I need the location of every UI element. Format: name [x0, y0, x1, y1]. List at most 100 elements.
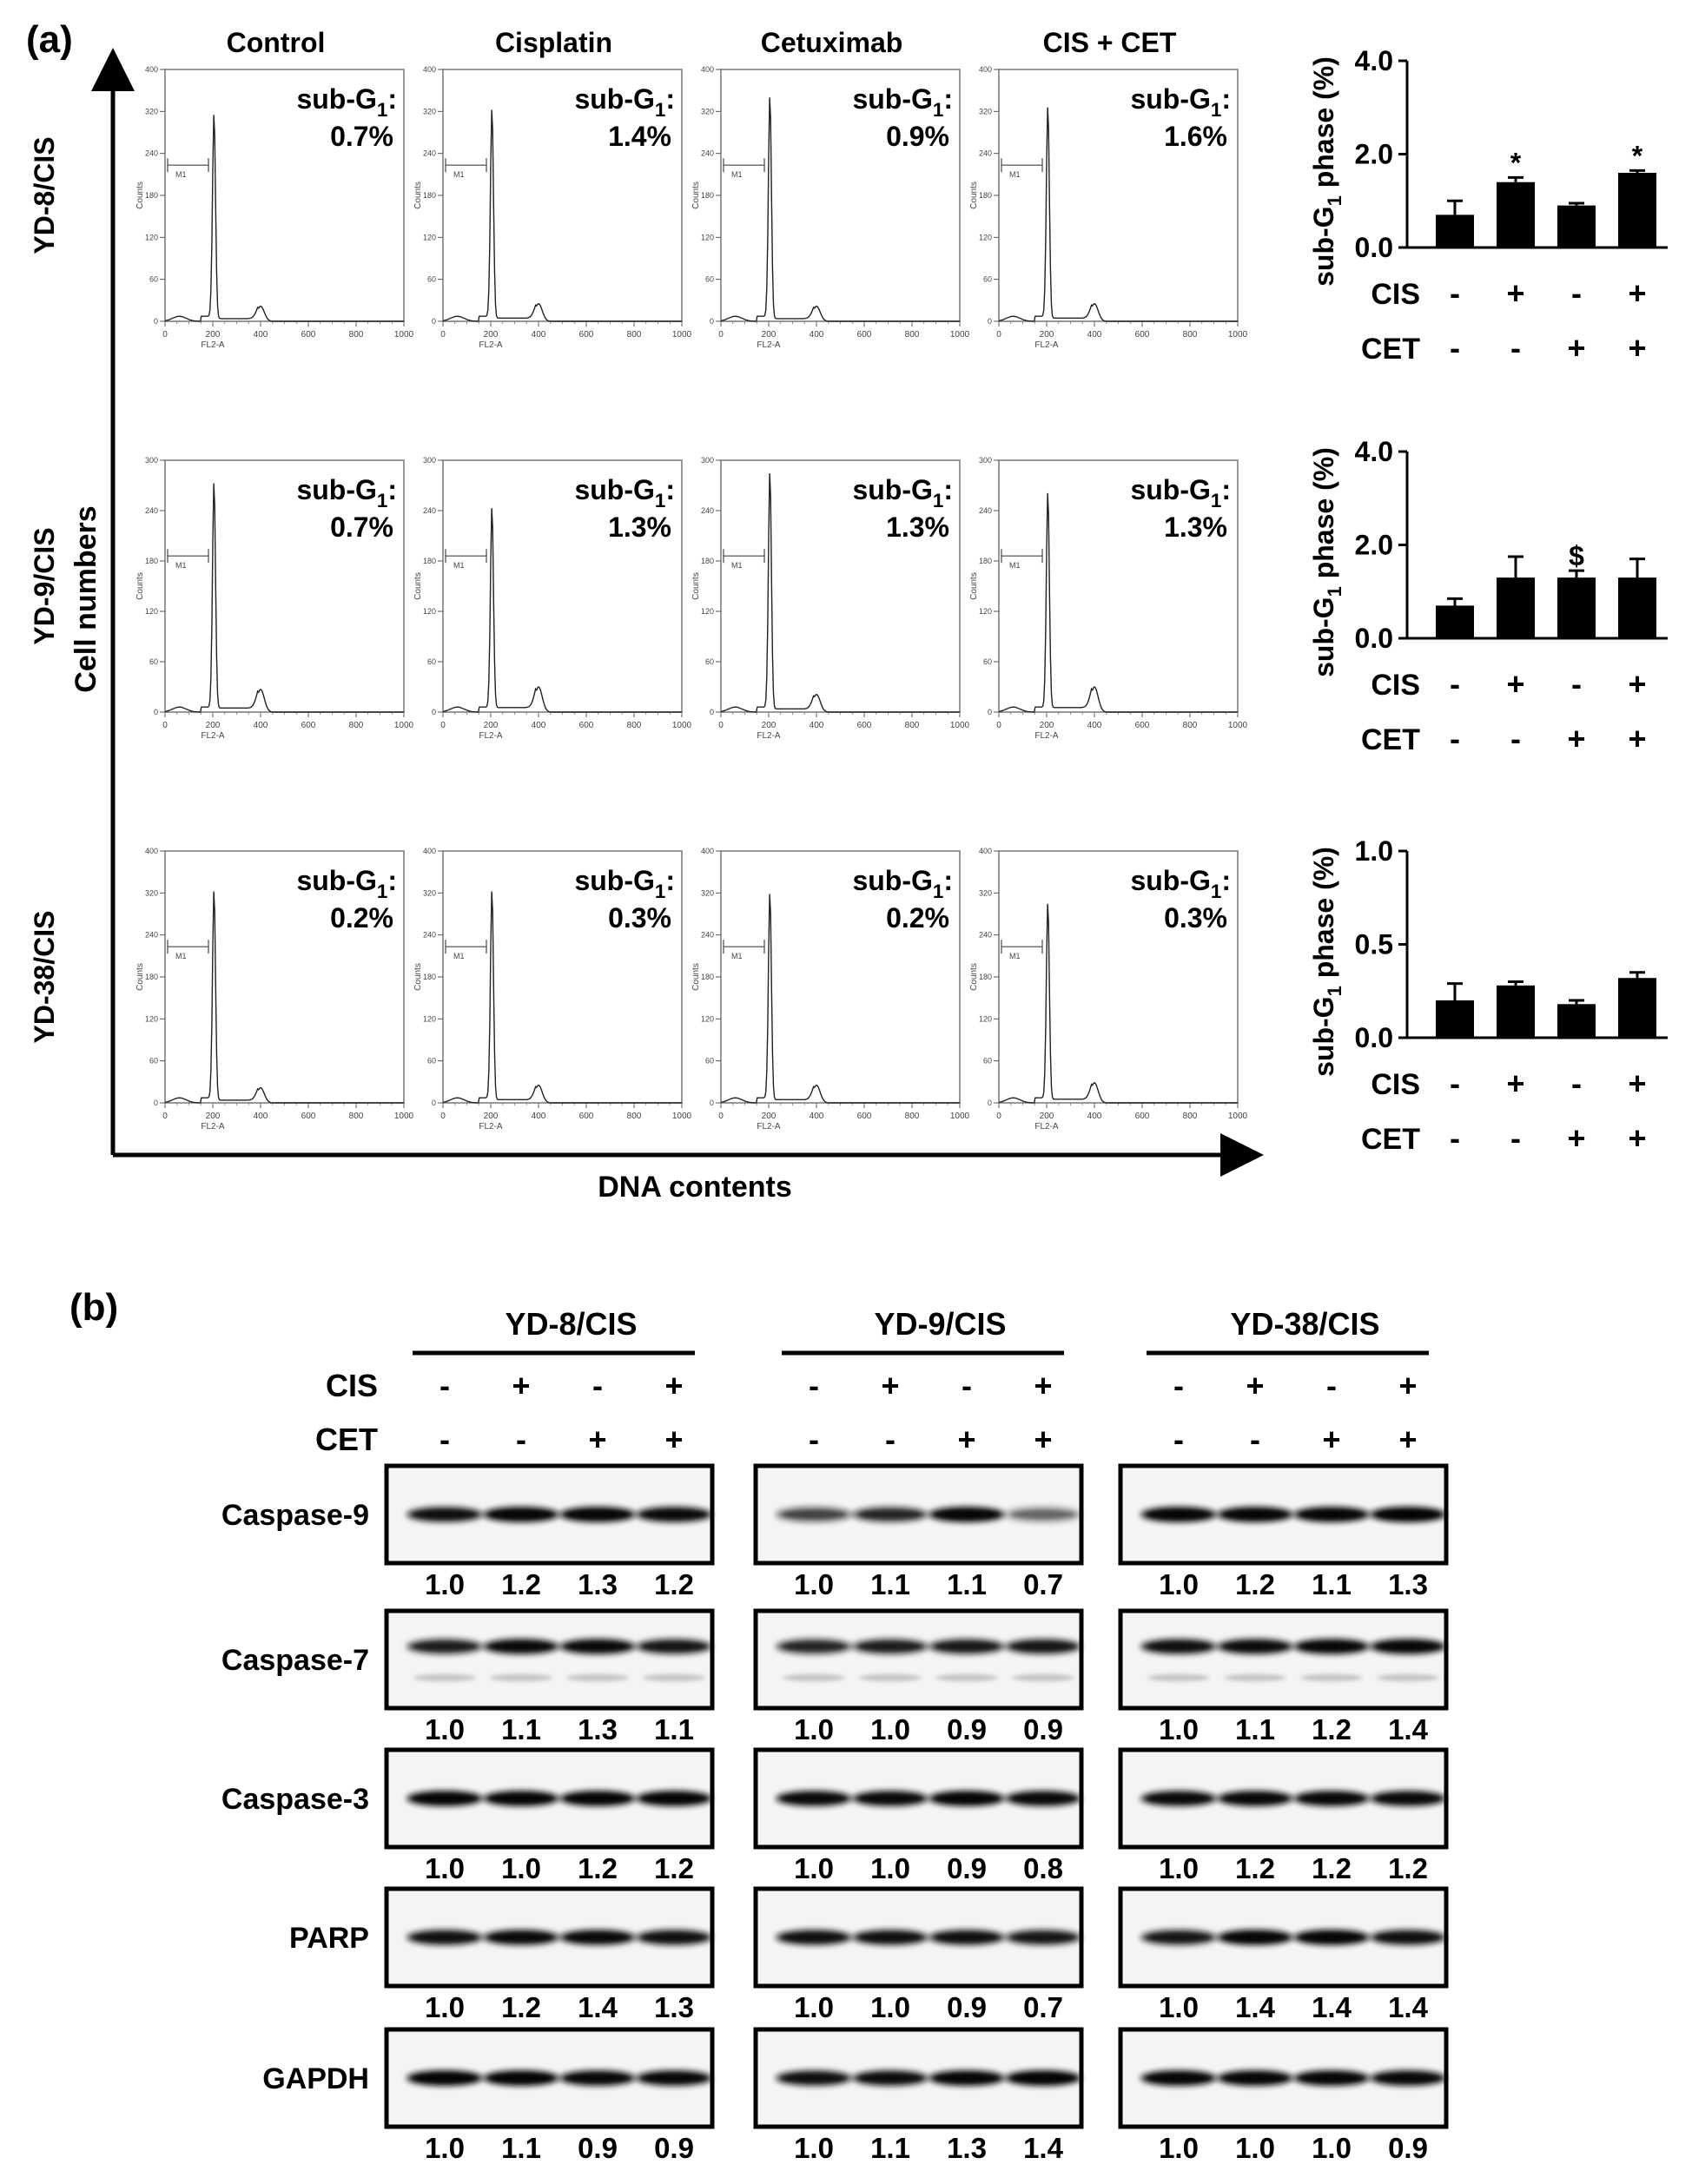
band-quantification: 0.9	[1388, 2132, 1428, 2164]
histogram-x-title: FL2-A	[1034, 340, 1059, 350]
histogram-x-tick-label: 400	[254, 721, 268, 730]
subg1-label-tail: :	[665, 83, 675, 115]
m1-marker-label: M1	[731, 561, 743, 570]
histogram-y-tick-label: 120	[423, 607, 436, 616]
histogram-y-tick-label: 60	[983, 657, 992, 666]
histogram-x-tick-label: 0	[162, 1112, 168, 1121]
condition-title: Control	[227, 27, 326, 58]
band-quantification: 1.0	[1312, 2132, 1352, 2164]
protein-band-core	[935, 1642, 998, 1651]
protein-cleaved-band	[783, 1674, 845, 1681]
cet-sign: +	[1567, 1120, 1585, 1156]
band-quantification: 1.1	[501, 2132, 541, 2164]
protein-band-core	[490, 1794, 552, 1803]
bar-chart-y-title: sub-G1 phase (%)	[1308, 447, 1345, 677]
band-quantification: 1.3	[578, 1568, 618, 1600]
cet-sign: +	[1567, 721, 1585, 756]
subg1-value: 0.7%	[330, 511, 393, 543]
protein-band-core	[1012, 1510, 1074, 1519]
histogram-x-tick-label: 200	[206, 330, 221, 340]
histogram-y-tick-label: 320	[423, 888, 436, 897]
subg1-label-main: sub-G	[852, 83, 932, 115]
band-quantification: 1.2	[501, 1991, 541, 2023]
blot-cis-sign: +	[1398, 1368, 1417, 1403]
band-quantification: 1.0	[1159, 1713, 1199, 1745]
histogram-x-title: FL2-A	[1034, 1122, 1059, 1132]
blot-group-title: YD-8/CIS	[505, 1306, 637, 1342]
histogram-x-tick-label: 1000	[672, 1112, 692, 1121]
histogram-y-tick-label: 400	[979, 65, 992, 74]
subg1-label: sub-G1:	[1130, 865, 1231, 902]
band-quantification: 0.9	[947, 1713, 987, 1745]
cet-row-label: CET	[1361, 1123, 1420, 1156]
protein-band-core	[643, 1510, 705, 1519]
bar	[1497, 985, 1535, 1038]
histogram-y-tick-label: 60	[427, 1057, 436, 1066]
subg1-label-tail: :	[943, 865, 953, 896]
cet-sign: -	[1510, 721, 1521, 756]
band-quantification: 0.9	[654, 2132, 694, 2164]
histogram-y-title: Counts	[413, 963, 423, 991]
histogram-y-tick-label: 120	[145, 233, 158, 241]
band-quantification: 1.4	[1388, 1713, 1429, 1745]
histogram-x-tick-label: 1000	[1228, 1112, 1248, 1121]
bar	[1436, 1000, 1474, 1038]
histogram-x-title: FL2-A	[757, 731, 781, 741]
western-blot: 1.0 1.2 1.1 1.3	[1118, 1463, 1449, 1600]
band-quantification: 1.2	[1312, 1852, 1352, 1884]
subg1-value: 1.4%	[608, 121, 671, 152]
histogram-x-title: FL2-A	[201, 340, 225, 350]
histogram-x-tick-label: 1000	[950, 721, 970, 730]
histogram-curve	[998, 492, 1238, 713]
protein-band-core	[1300, 1510, 1363, 1519]
blot-cis-sign: +	[664, 1368, 683, 1403]
subg1-value: 0.2%	[330, 902, 393, 934]
histogram-x-tick-label: 400	[1087, 330, 1102, 340]
histogram-x-tick-label: 600	[1135, 721, 1150, 730]
y-title-main: sub-G	[1308, 206, 1339, 286]
subg1-label: sub-G1:	[852, 865, 953, 902]
m1-marker-label: M1	[1009, 170, 1021, 179]
blot-frame	[384, 1608, 715, 1711]
band-quantification: 1.4	[1312, 1991, 1352, 2023]
m1-marker-label: M1	[1009, 952, 1021, 960]
western-blot: 1.0 1.1 1.1 0.7	[753, 1463, 1084, 1600]
subg1-label-tail: :	[1221, 83, 1231, 115]
cell-line-label: YD-8/CIS	[29, 136, 60, 254]
protein-band-core	[1224, 2074, 1286, 2082]
band-quantification: 1.1	[1235, 1713, 1275, 1745]
cis-sign: +	[1506, 275, 1524, 311]
band-quantification: 1.2	[1388, 1852, 1428, 1884]
histogram-x-tick-label: 800	[905, 330, 920, 340]
histogram-x-tick-label: 600	[301, 330, 316, 340]
band-quantification: 1.4	[1023, 2132, 1064, 2164]
histogram-x-tick-label: 800	[349, 1112, 364, 1121]
band-quantification: 1.4	[1235, 1991, 1276, 2023]
histogram-y-tick-label: 180	[701, 973, 714, 981]
histogram-y-tick-label: 60	[705, 1057, 714, 1066]
protein-cleaved-band	[859, 1674, 922, 1681]
subg1-value: 0.9%	[886, 121, 949, 152]
bar-chart-y-tick-label: 4.0	[1355, 436, 1393, 467]
histogram-x-title: FL2-A	[479, 1122, 503, 1132]
blot-cis-sign: -	[962, 1368, 972, 1403]
subg1-label: sub-G1:	[574, 83, 675, 121]
cet-sign: +	[1628, 721, 1646, 756]
subg1-label: sub-G1:	[1130, 83, 1231, 121]
y-title-tail: phase (%)	[1308, 56, 1339, 195]
bar	[1436, 214, 1474, 247]
blot-cet-sign: -	[516, 1422, 526, 1457]
protein-cleaved-band	[1377, 1674, 1439, 1681]
histogram-x-tick-label: 600	[579, 1112, 594, 1121]
blot-group-title: YD-38/CIS	[1230, 1306, 1379, 1342]
histogram-plot: 0 200 400 600 800 1000 FL2-A 0 60 120 180 240 320 400…	[413, 65, 692, 350]
histogram-x-tick-label: 800	[905, 1112, 920, 1121]
histogram-y-tick-label: 120	[145, 1014, 158, 1023]
histogram-x-title: FL2-A	[479, 340, 503, 350]
histogram-x-title: FL2-A	[1034, 731, 1059, 741]
bar	[1618, 173, 1656, 247]
protein-band-core	[566, 1642, 629, 1651]
y-title-main: sub-G	[1308, 597, 1339, 676]
band-quantification: 1.0	[794, 1852, 834, 1884]
subg1-label: sub-G1:	[1130, 474, 1231, 511]
